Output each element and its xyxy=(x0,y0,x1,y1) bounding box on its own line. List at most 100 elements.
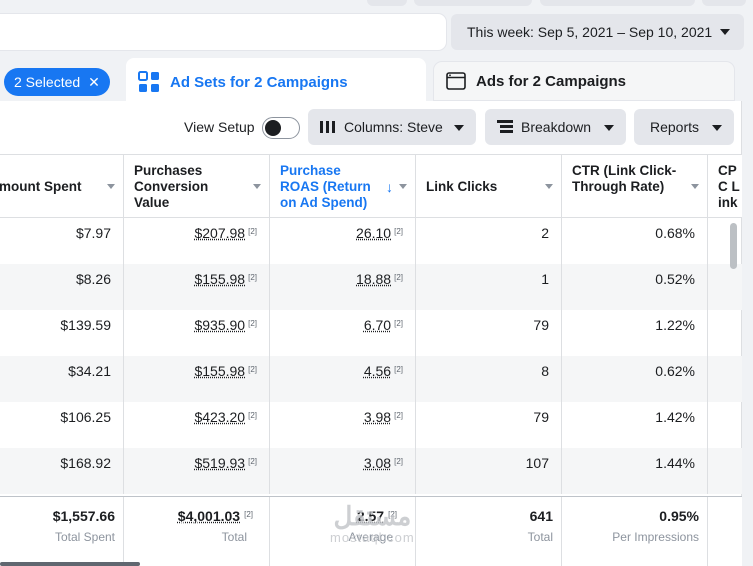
column-header-purchases-value[interactable]: Purchases Conversion Value xyxy=(124,155,270,218)
note-marker: [2] xyxy=(394,365,403,374)
top-button[interactable] xyxy=(702,0,746,6)
total-roas-cell: 2.57 [2] Average xyxy=(270,497,416,566)
tab-ads[interactable]: Ads for 2 Campaigns xyxy=(434,62,734,100)
total-clicks-label: Total xyxy=(527,530,553,544)
breakdown-button[interactable]: Breakdown xyxy=(485,109,626,145)
search-input[interactable] xyxy=(0,14,446,50)
view-setup-label: View Setup xyxy=(184,119,255,135)
table-cell xyxy=(708,402,742,448)
cell-value[interactable]: 26.10 xyxy=(356,225,392,241)
column-header-roas[interactable]: Purchase ROAS (Return on Ad Spend) ↓ xyxy=(270,155,416,218)
cell-value[interactable]: $155.98 xyxy=(194,363,246,379)
reports-button[interactable]: Reports xyxy=(634,109,734,145)
chevron-down-icon xyxy=(604,125,614,131)
columns-button[interactable]: Columns: Steve xyxy=(308,109,476,145)
cell-value[interactable]: 4.56 xyxy=(363,363,392,379)
table-cell xyxy=(708,448,742,494)
note-marker: [2] xyxy=(248,273,257,282)
cell-value[interactable]: $423.20 xyxy=(194,409,246,425)
cell-value[interactable]: $207.98 xyxy=(194,225,246,241)
total-ctr-label: Per Impressions xyxy=(612,530,699,544)
chevron-down-icon xyxy=(720,29,730,35)
top-button[interactable] xyxy=(367,0,407,6)
column-header-ctr[interactable]: CTR (Link Click-Through Rate) xyxy=(562,155,708,218)
table-cell: 4.56 [2] xyxy=(270,356,416,402)
table-header-row: mount Spent Purchases Conversion Value P… xyxy=(0,154,742,218)
ad-window-icon xyxy=(446,72,466,90)
table-row[interactable]: $8.26 $155.98 [2] 18.88 [2] 1 0.52% xyxy=(0,264,742,310)
table-cell: $34.21 xyxy=(0,356,124,402)
reports-label: Reports xyxy=(650,119,700,135)
selected-filter-chip[interactable]: 2 Selected ✕ xyxy=(4,68,110,96)
table-cell: 0.68% xyxy=(562,218,708,264)
watermark-logo: مستقل mostaql.com xyxy=(330,503,415,549)
columns-icon xyxy=(320,120,336,134)
note-marker: [2] xyxy=(394,457,403,466)
cell-value[interactable]: 3.98 xyxy=(363,409,392,425)
note-marker: [2] xyxy=(388,510,397,519)
total-roas-label: Average xyxy=(348,530,393,544)
total-spent-cell: $1,557.66 Total Spent xyxy=(0,497,124,566)
note-marker: [2] xyxy=(394,411,403,420)
total-value-value[interactable]: $4,001.03 xyxy=(177,508,241,524)
tab-ad-sets[interactable]: Ad Sets for 2 Campaigns xyxy=(126,58,426,106)
chevron-down-icon xyxy=(712,125,722,131)
cell-value[interactable]: $519.93 xyxy=(194,455,246,471)
table-cell: $7.97 xyxy=(0,218,124,264)
total-spent-value: $1,557.66 xyxy=(52,508,115,524)
total-value-cell: $4,001.03 [2] Total xyxy=(124,497,270,566)
horizontal-scrollbar[interactable] xyxy=(0,562,140,566)
note-marker: [2] xyxy=(248,411,257,420)
note-marker: [2] xyxy=(244,510,253,519)
header-label: CPC Link xyxy=(718,163,740,210)
sort-descending-icon: ↓ xyxy=(386,179,393,195)
table-row[interactable]: $7.97 $207.98 [2] 26.10 [2] 2 0.68% xyxy=(0,218,742,264)
cell-value[interactable]: $155.98 xyxy=(194,271,246,287)
table-cell: 2 xyxy=(416,218,562,264)
chevron-down-icon xyxy=(399,184,407,189)
table-cell: 1.42% xyxy=(562,402,708,448)
cell-value[interactable]: 18.88 xyxy=(356,271,392,287)
header-label: Purchase ROAS (Return on Ad Spend) xyxy=(280,163,371,210)
top-button[interactable] xyxy=(414,0,532,6)
cell-value[interactable]: 6.70 xyxy=(363,317,392,333)
table-row[interactable]: $139.59 $935.90 [2] 6.70 [2] 79 1.22% xyxy=(0,310,742,356)
table-row[interactable]: $106.25 $423.20 [2] 3.98 [2] 79 1.42% xyxy=(0,402,742,448)
table-cell xyxy=(708,264,742,310)
table-cell: 1.44% xyxy=(562,448,708,494)
column-header-cpc[interactable]: CPC Link xyxy=(708,155,742,218)
cell-value[interactable]: 3.08 xyxy=(363,455,392,471)
header-label: mount Spent xyxy=(0,178,82,194)
table-cell: $168.92 xyxy=(0,448,124,494)
note-marker: [2] xyxy=(394,319,403,328)
totals-row: $1,557.66 Total Spent $4,001.03 [2] Total… xyxy=(0,496,742,566)
date-range-picker[interactable]: This week: Sep 5, 2021 – Sep 10, 2021 xyxy=(451,14,744,50)
table-cell: $935.90 [2] xyxy=(124,310,270,356)
table-cell xyxy=(708,310,742,356)
top-button[interactable] xyxy=(540,0,695,6)
header-label: CTR (Link Click-Through Rate) xyxy=(572,163,677,194)
total-clicks-cell: 641 Total xyxy=(416,497,562,566)
table-cell: 0.52% xyxy=(562,264,708,310)
table-cell: 3.08 [2] xyxy=(270,448,416,494)
table-row[interactable]: $168.92 $519.93 [2] 3.08 [2] 107 1.44% xyxy=(0,448,742,494)
table-cell: 1.22% xyxy=(562,310,708,356)
table-cell xyxy=(708,356,742,402)
column-header-link-clicks[interactable]: Link Clicks xyxy=(416,155,562,218)
note-marker: [2] xyxy=(248,457,257,466)
column-header-amount-spent[interactable]: mount Spent xyxy=(0,155,124,218)
total-cpc-cell xyxy=(708,497,742,566)
vertical-scrollbar[interactable] xyxy=(730,223,737,269)
chevron-down-icon xyxy=(107,184,115,189)
breakdown-icon xyxy=(497,120,513,134)
close-icon[interactable]: ✕ xyxy=(88,74,100,90)
table-cell: $155.98 [2] xyxy=(124,264,270,310)
total-roas-value[interactable]: 2.57 xyxy=(356,508,385,524)
table-row[interactable]: $34.21 $155.98 [2] 4.56 [2] 8 0.62% xyxy=(0,356,742,402)
tab-ad-sets-label: Ad Sets for 2 Campaigns xyxy=(170,73,348,91)
view-setup-toggle[interactable] xyxy=(262,117,300,139)
table-cell: 8 xyxy=(416,356,562,402)
cell-value[interactable]: $935.90 xyxy=(194,317,246,333)
chevron-down-icon xyxy=(454,125,464,131)
total-ctr-cell: 0.95% Per Impressions xyxy=(562,497,708,566)
